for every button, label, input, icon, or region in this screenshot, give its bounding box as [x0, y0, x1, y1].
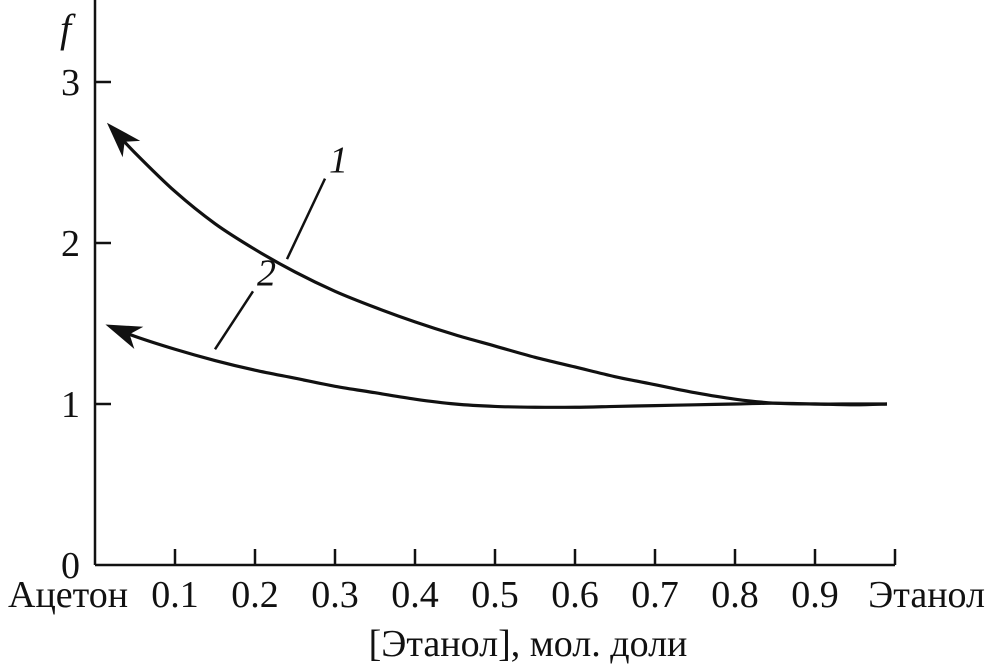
y-tick-label-3: 3: [61, 62, 80, 104]
x-tick-label-1: 0.1: [151, 574, 199, 616]
series-2-arrow: [105, 324, 144, 350]
y-tick-label-1: 1: [61, 384, 80, 426]
x-tick-label-8: 0.8: [711, 574, 759, 616]
series-1-leader: [285, 178, 327, 260]
x-tick-label-6: 0.6: [551, 574, 599, 616]
series-1-arrow: [106, 122, 141, 158]
x-tick-label-5: 0.5: [471, 574, 519, 616]
x-ticks: Ацетон 0.1 0.2 0.3 0.4 0.5 0.6 0.7 0.8 0.9 Этанол: [8, 549, 985, 616]
axes: [93, 0, 895, 567]
series-2-leader: [213, 290, 255, 350]
series-2: 2: [105, 252, 888, 409]
x-tick-label-3: 0.3: [311, 574, 359, 616]
x-tick-label-7: 0.7: [631, 574, 679, 616]
series-1-label: 1: [329, 140, 348, 182]
series-layer: 12: [105, 122, 888, 409]
y-axis-title: f: [60, 6, 76, 51]
y-tick-label-2: 2: [61, 223, 80, 265]
y-tick-label-0: 0: [61, 545, 80, 587]
x-tick-label-2: 0.2: [231, 574, 279, 616]
y-ticks: 0 1 2 3: [61, 62, 111, 587]
x-tick-label-4: 0.4: [391, 574, 439, 616]
series-2-line: [110, 325, 888, 409]
series-2-label: 2: [257, 252, 276, 294]
x-axis-title: [Этанол], мол. доли: [369, 623, 688, 665]
x-tick-label-10: Этанол: [868, 574, 985, 616]
x-tick-label-9: 0.9: [791, 574, 839, 616]
x-tick-label-0: Ацетон: [8, 574, 128, 616]
